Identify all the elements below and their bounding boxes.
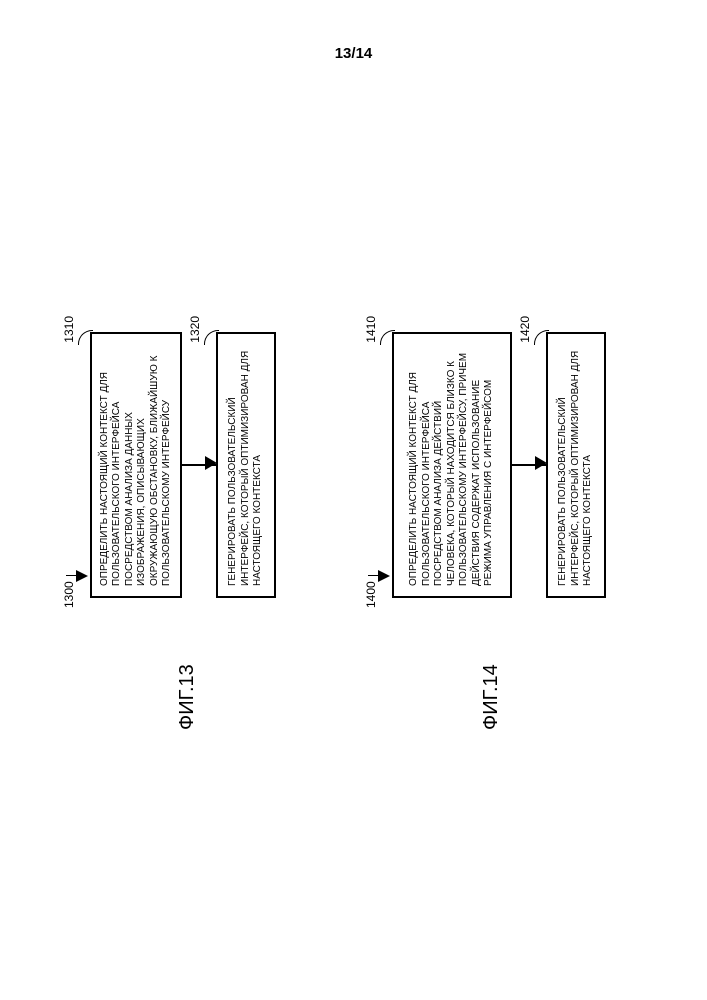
fig13-caption: ФИГ.13	[176, 664, 199, 730]
fig13-box-2: ГЕНЕРИРОВАТЬ ПОЛЬЗОВАТЕЛЬСКИЙ ИНТЕРФЕЙС,…	[216, 332, 276, 598]
fig14-origin-stem	[368, 575, 378, 576]
fig14-caption: ФИГ.14	[480, 664, 503, 730]
fig14-box1-ref-leader	[380, 330, 395, 345]
fig14-origin-ref: 1400	[364, 581, 378, 608]
page: 13/14 1300 ОПРЕДЕЛИТЬ НАСТОЯЩИЙ КОНТЕКСТ…	[0, 0, 707, 1000]
fig14-box-2-text: ГЕНЕРИРОВАТЬ ПОЛЬЗОВАТЕЛЬСКИЙ ИНТЕРФЕЙС,…	[557, 344, 595, 586]
fig13-flowchart: 1300 ОПРЕДЕЛИТЬ НАСТОЯЩИЙ КОНТЕКСТ ДЛЯ П…	[90, 332, 276, 598]
fig13-box-2-text: ГЕНЕРИРОВАТЬ ПОЛЬЗОВАТЕЛЬСКИЙ ИНТЕРФЕЙС,…	[227, 344, 265, 586]
fig14-box1-ref: 1410	[364, 316, 379, 343]
fig14-box-1: ОПРЕДЕЛИТЬ НАСТОЯЩИЙ КОНТЕКСТ ДЛЯ ПОЛЬЗО…	[392, 332, 512, 598]
fig13-box-1-text: ОПРЕДЕЛИТЬ НАСТОЯЩИЙ КОНТЕКСТ ДЛЯ ПОЛЬЗО…	[99, 344, 174, 586]
fig13-arrow	[182, 332, 216, 598]
fig13-box-1: ОПРЕДЕЛИТЬ НАСТОЯЩИЙ КОНТЕКСТ ДЛЯ ПОЛЬЗО…	[90, 332, 182, 598]
fig13-box1-ref-leader	[78, 330, 93, 345]
fig13-box1-ref: 1310	[62, 316, 77, 343]
fig14-box-1-text: ОПРЕДЕЛИТЬ НАСТОЯЩИЙ КОНТЕКСТ ДЛЯ ПОЛЬЗО…	[408, 344, 496, 586]
fig13-box2-ref: 1320	[188, 316, 203, 343]
arrow-down-icon	[512, 464, 546, 466]
fig13-origin-stem	[66, 575, 76, 576]
fig13-origin-ref: 1300	[62, 581, 76, 608]
arrow-down-icon	[182, 464, 216, 466]
fig13-origin-arrow-icon	[76, 570, 88, 582]
fig14-origin-arrow-icon	[378, 570, 390, 582]
fig14-box2-ref: 1420	[518, 316, 533, 343]
page-number: 13/14	[0, 45, 707, 62]
fig14-flowchart: 1400 ОПРЕДЕЛИТЬ НАСТОЯЩИЙ КОНТЕКСТ ДЛЯ П…	[392, 332, 606, 598]
fig14-arrow	[512, 332, 546, 598]
fig14-box-2: ГЕНЕРИРОВАТЬ ПОЛЬЗОВАТЕЛЬСКИЙ ИНТЕРФЕЙС,…	[546, 332, 606, 598]
